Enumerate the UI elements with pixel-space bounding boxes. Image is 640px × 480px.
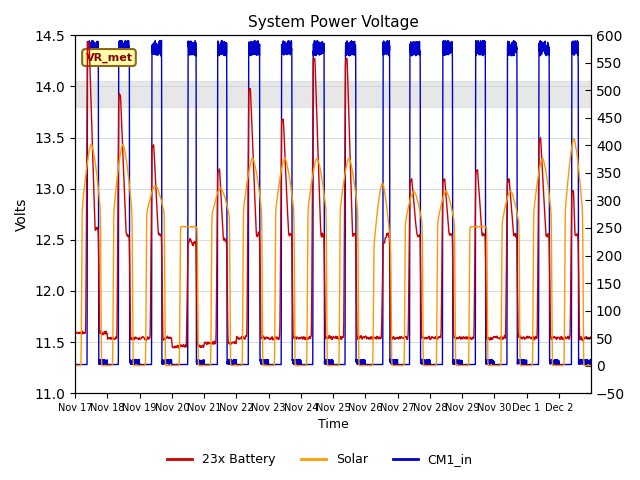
Y-axis label: Volts: Volts (15, 198, 29, 231)
Text: VR_met: VR_met (86, 52, 132, 63)
Bar (75, 81, 591, 107)
Legend: 23x Battery, Solar, CM1_in: 23x Battery, Solar, CM1_in (163, 448, 477, 471)
Title: System Power Voltage: System Power Voltage (248, 15, 419, 30)
X-axis label: Time: Time (317, 419, 348, 432)
